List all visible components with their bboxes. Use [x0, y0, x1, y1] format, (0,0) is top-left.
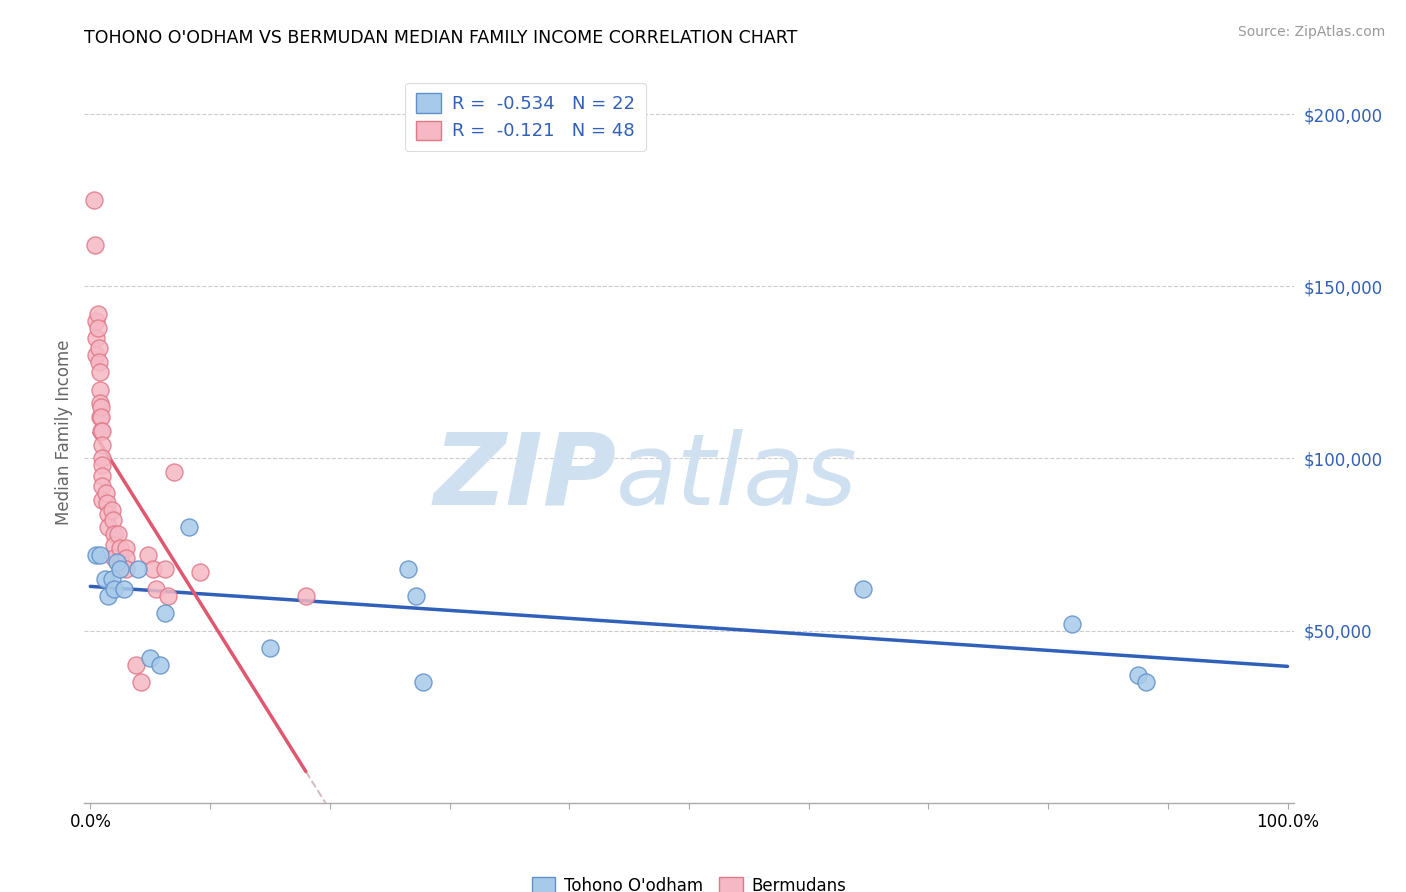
- Point: [157, 589, 180, 603]
- Point: [1126, 668, 1149, 682]
- Point: [89, 548, 111, 562]
- Point: [139, 651, 162, 665]
- Point: [177, 520, 200, 534]
- Point: [396, 561, 419, 575]
- Point: [110, 541, 132, 555]
- Point: [90, 410, 112, 425]
- Point: [91, 438, 114, 452]
- Point: [83, 193, 105, 207]
- Point: [149, 658, 172, 673]
- Legend: Tohono O'odham, Bermudans: Tohono O'odham, Bermudans: [526, 871, 852, 892]
- Point: [259, 640, 281, 655]
- Point: [295, 589, 318, 603]
- Point: [136, 548, 159, 562]
- Point: [107, 527, 129, 541]
- Point: [145, 582, 167, 597]
- Point: [91, 468, 114, 483]
- Point: [851, 582, 873, 597]
- Point: [86, 331, 108, 345]
- Point: [1060, 616, 1083, 631]
- Point: [86, 314, 108, 328]
- Point: [87, 341, 110, 355]
- Point: [101, 513, 124, 527]
- Point: [89, 383, 111, 397]
- Point: [142, 561, 165, 575]
- Point: [86, 320, 108, 334]
- Point: [153, 561, 176, 575]
- Point: [115, 561, 138, 575]
- Text: TOHONO O'ODHAM VS BERMUDAN MEDIAN FAMILY INCOME CORRELATION CHART: TOHONO O'ODHAM VS BERMUDAN MEDIAN FAMILY…: [84, 29, 797, 47]
- Point: [93, 572, 115, 586]
- Point: [91, 424, 114, 438]
- Point: [110, 561, 132, 575]
- Text: atlas: atlas: [616, 428, 858, 525]
- Point: [90, 424, 112, 438]
- Point: [412, 675, 434, 690]
- Point: [89, 410, 111, 425]
- Point: [405, 589, 427, 603]
- Point: [97, 507, 120, 521]
- Point: [86, 307, 108, 321]
- Point: [101, 572, 124, 586]
- Point: [153, 607, 176, 621]
- Point: [91, 451, 114, 466]
- Point: [127, 561, 149, 575]
- Point: [1135, 675, 1157, 690]
- Point: [97, 520, 120, 534]
- Text: Source: ZipAtlas.com: Source: ZipAtlas.com: [1237, 25, 1385, 39]
- Point: [86, 348, 108, 362]
- Point: [90, 400, 112, 414]
- Point: [115, 551, 138, 566]
- Point: [86, 548, 108, 562]
- Point: [97, 589, 120, 603]
- Point: [129, 675, 152, 690]
- Point: [101, 503, 124, 517]
- Point: [89, 396, 111, 410]
- Point: [105, 555, 128, 569]
- Point: [96, 496, 118, 510]
- Point: [115, 541, 138, 555]
- Point: [190, 565, 212, 579]
- Point: [89, 365, 111, 379]
- Point: [91, 458, 114, 473]
- Point: [110, 555, 132, 569]
- Point: [125, 658, 148, 673]
- Point: [87, 355, 110, 369]
- Point: [91, 492, 114, 507]
- Point: [103, 527, 125, 541]
- Point: [91, 479, 114, 493]
- Y-axis label: Median Family Income: Median Family Income: [55, 340, 73, 525]
- Point: [103, 537, 125, 551]
- Text: ZIP: ZIP: [433, 428, 616, 525]
- Point: [163, 465, 186, 479]
- Point: [84, 238, 107, 252]
- Point: [103, 551, 125, 566]
- Point: [112, 582, 135, 597]
- Point: [94, 486, 117, 500]
- Point: [103, 582, 125, 597]
